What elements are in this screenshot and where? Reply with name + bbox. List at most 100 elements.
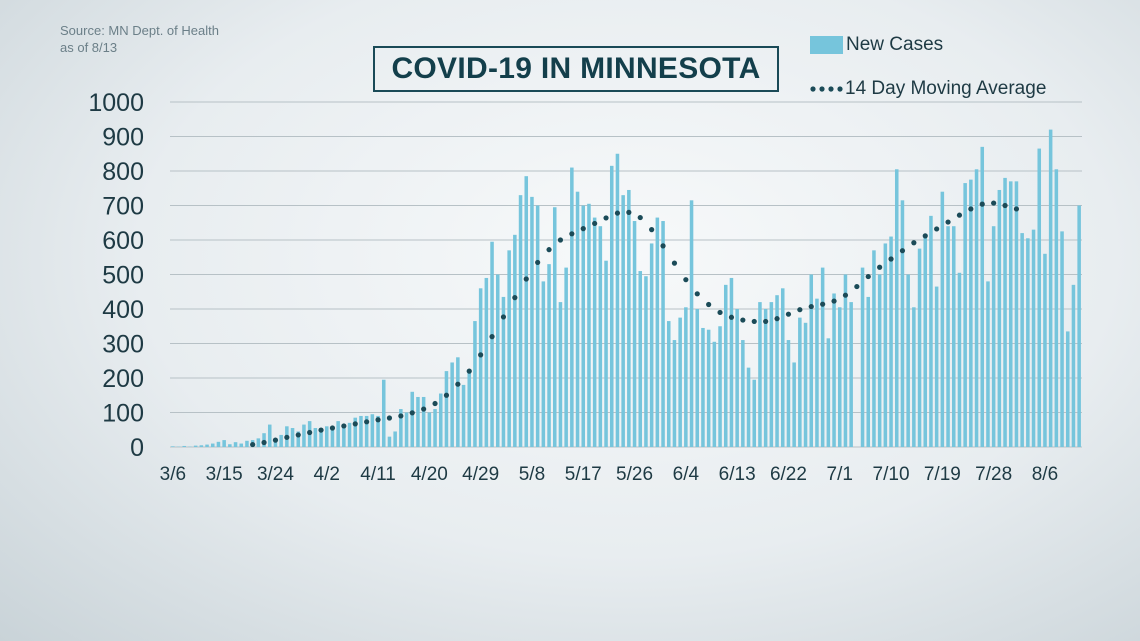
- source-note: Source: MN Dept. of Health as of 8/13: [60, 22, 219, 56]
- bar: [666, 321, 671, 447]
- avg-point: [478, 352, 484, 358]
- x-tick-label: 7/28: [975, 464, 1012, 485]
- bar: [718, 326, 722, 447]
- avg-point: [375, 417, 381, 423]
- avg-point: [637, 214, 643, 221]
- y-tick-label: 800: [102, 158, 144, 186]
- bar: [256, 438, 261, 447]
- avg-point: [808, 303, 814, 310]
- bar: [609, 165, 614, 447]
- bar: [518, 195, 523, 447]
- bar: [171, 446, 175, 447]
- bar: [763, 309, 768, 447]
- bar: [456, 357, 460, 447]
- avg-point: [774, 316, 780, 322]
- bar: [866, 296, 871, 447]
- avg-point: [284, 434, 290, 440]
- bar: [564, 267, 568, 447]
- bar: [290, 428, 295, 447]
- avg-point: [945, 219, 951, 225]
- avg-point: [717, 309, 723, 316]
- avg-point: [785, 311, 792, 317]
- avg-point: [740, 317, 746, 323]
- bar: [524, 176, 529, 448]
- bar: [820, 267, 825, 447]
- y-tick-label: 100: [102, 400, 144, 428]
- bar: [712, 341, 717, 447]
- bar: [980, 146, 985, 447]
- bar: [393, 431, 397, 447]
- bar: [877, 274, 882, 447]
- bar: [649, 243, 654, 447]
- bar: [416, 396, 420, 447]
- bar: [347, 422, 352, 447]
- bar: [780, 288, 785, 447]
- bar: [513, 234, 517, 447]
- bar: [1014, 181, 1019, 447]
- bar: [644, 276, 648, 447]
- avg-point: [626, 209, 632, 215]
- avg-point: [751, 318, 757, 325]
- bar: [1077, 205, 1081, 447]
- bar: [501, 296, 506, 447]
- bar: [746, 367, 751, 447]
- avg-point: [329, 425, 336, 431]
- bar: [598, 226, 603, 447]
- bar: [575, 191, 580, 447]
- bar: [239, 443, 244, 447]
- x-tick-label: 6/13: [719, 464, 756, 485]
- bar: [319, 428, 323, 447]
- bar: [541, 281, 546, 447]
- avg-point: [728, 314, 735, 320]
- bar: [684, 307, 688, 447]
- bar: [210, 443, 215, 447]
- avg-point: [877, 264, 883, 270]
- bar: [621, 195, 625, 447]
- bar: [695, 309, 700, 447]
- avg-point: [842, 292, 849, 298]
- avg-point: [922, 233, 928, 239]
- bar: [809, 274, 814, 447]
- bar: [530, 196, 534, 447]
- bar: [729, 277, 734, 447]
- bar: [803, 322, 808, 447]
- bar: [199, 445, 204, 447]
- legend-item-moving-average: 14 Day Moving Average: [810, 76, 1046, 102]
- x-tick-label: 6/22: [770, 464, 807, 485]
- bar: [444, 371, 449, 447]
- bar: [627, 189, 631, 447]
- bar: [997, 189, 1002, 447]
- bar: [302, 424, 306, 447]
- bar: [438, 393, 443, 447]
- avg-point: [535, 259, 541, 266]
- y-axis-labels: 0 100 200 300 400 500 600 700 800 900 1000: [88, 89, 144, 462]
- avg-point: [603, 215, 609, 221]
- avg-point: [706, 301, 712, 308]
- bar: [364, 415, 369, 447]
- y-tick-label: 1000: [88, 89, 144, 117]
- avg-point: [432, 400, 438, 407]
- avg-point: [569, 231, 575, 237]
- bar: [495, 274, 500, 447]
- bar: [900, 200, 905, 447]
- bar: [1003, 177, 1007, 447]
- bar: [245, 440, 249, 447]
- avg-point: [899, 248, 906, 254]
- bar: [991, 226, 996, 447]
- chart-title: COVID-19 IN MINNESOTA: [373, 46, 779, 92]
- avg-point: [580, 226, 586, 232]
- avg-point: [592, 220, 598, 227]
- bar: [906, 274, 910, 447]
- bar: [267, 424, 272, 447]
- legend-label-new-cases: New Cases: [846, 34, 944, 55]
- bar: [969, 179, 973, 447]
- avg-point: [307, 429, 313, 436]
- bar: [661, 221, 665, 447]
- avg-point: [934, 226, 940, 232]
- bar: [883, 243, 888, 447]
- bar: [758, 302, 762, 447]
- bar: [370, 414, 375, 447]
- bar: [1037, 148, 1042, 447]
- bar: [279, 434, 283, 447]
